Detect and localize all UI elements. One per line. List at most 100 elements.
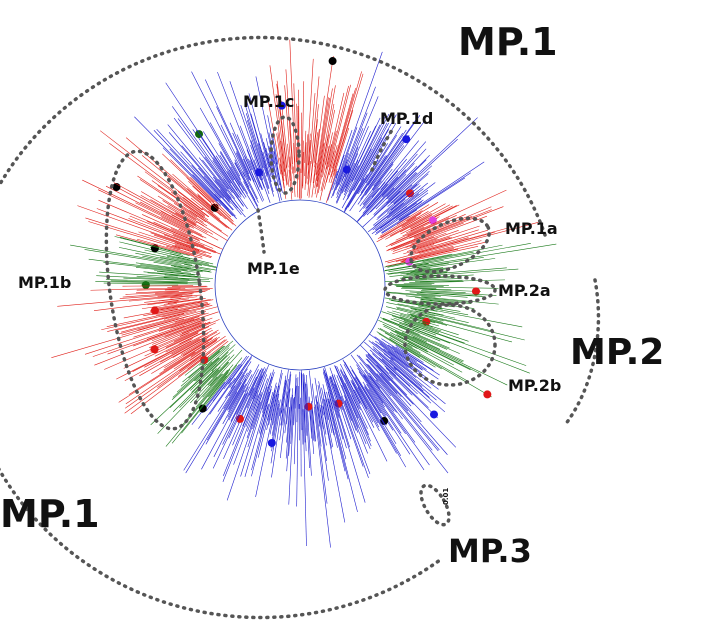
branch bbox=[365, 354, 414, 405]
branch bbox=[99, 271, 178, 278]
branch bbox=[383, 353, 446, 405]
branch bbox=[408, 342, 463, 373]
branch bbox=[197, 195, 222, 217]
branch bbox=[359, 361, 381, 389]
branch bbox=[414, 206, 492, 239]
branch bbox=[189, 335, 226, 361]
branch bbox=[137, 315, 188, 331]
branch bbox=[212, 354, 235, 378]
branch bbox=[414, 271, 448, 276]
branch bbox=[385, 215, 457, 248]
branch bbox=[147, 300, 179, 306]
branch bbox=[330, 71, 362, 178]
branch bbox=[296, 146, 299, 198]
branch bbox=[386, 165, 418, 197]
branch bbox=[304, 382, 310, 468]
branch bbox=[164, 322, 202, 338]
branch bbox=[347, 122, 388, 197]
branch bbox=[202, 373, 224, 398]
branch bbox=[387, 292, 436, 298]
branch bbox=[340, 376, 372, 447]
branch bbox=[341, 122, 389, 209]
branch bbox=[286, 406, 290, 443]
branch bbox=[359, 187, 379, 212]
branch bbox=[293, 83, 297, 163]
branch bbox=[340, 126, 369, 192]
branch bbox=[409, 274, 474, 279]
branch bbox=[124, 336, 207, 382]
branch bbox=[293, 385, 298, 465]
branch bbox=[144, 298, 181, 303]
branch bbox=[314, 129, 320, 168]
branch bbox=[385, 291, 441, 297]
branch bbox=[334, 365, 371, 450]
branch bbox=[343, 165, 359, 196]
branch bbox=[94, 322, 204, 366]
branch bbox=[368, 340, 394, 361]
tree-backbone bbox=[214, 199, 386, 371]
branch bbox=[153, 130, 230, 210]
branch bbox=[228, 378, 247, 410]
tip-marker bbox=[150, 345, 159, 354]
branch bbox=[163, 341, 209, 371]
branch bbox=[416, 236, 451, 248]
branch bbox=[390, 228, 431, 246]
branch bbox=[158, 312, 209, 329]
branch bbox=[226, 401, 261, 501]
branch bbox=[344, 117, 381, 192]
branch bbox=[351, 394, 368, 429]
branch bbox=[387, 246, 454, 264]
branch bbox=[362, 141, 427, 214]
branch bbox=[300, 372, 303, 431]
branch bbox=[144, 333, 209, 368]
branch bbox=[356, 364, 406, 435]
branch bbox=[373, 190, 401, 216]
branch bbox=[384, 332, 421, 354]
branch bbox=[166, 245, 203, 257]
branch bbox=[373, 145, 405, 187]
branch bbox=[142, 255, 193, 266]
branch bbox=[330, 110, 354, 184]
tip-marker bbox=[236, 414, 245, 423]
branch bbox=[320, 404, 327, 435]
branch bbox=[136, 288, 186, 291]
branch bbox=[404, 347, 442, 370]
branch bbox=[367, 353, 394, 380]
branch bbox=[276, 133, 285, 181]
branch bbox=[160, 329, 219, 363]
branch bbox=[323, 392, 335, 436]
branch bbox=[336, 163, 356, 204]
branch bbox=[400, 205, 457, 235]
branch bbox=[381, 338, 417, 363]
branch bbox=[401, 211, 429, 227]
branch bbox=[388, 372, 413, 396]
branch bbox=[257, 143, 275, 197]
branch bbox=[340, 363, 361, 404]
branch bbox=[413, 243, 531, 265]
branch bbox=[139, 179, 198, 218]
branch bbox=[324, 399, 333, 434]
branch bbox=[85, 217, 198, 254]
branch bbox=[151, 299, 211, 310]
branch bbox=[248, 158, 261, 188]
tree-branches bbox=[51, 39, 557, 548]
branch bbox=[163, 276, 210, 281]
labels: MP.1 MP.1c MP.1d MP.1a MP.1e MP.1b MP.2a MP.2 MP… bbox=[0, 20, 664, 570]
branch bbox=[386, 159, 427, 200]
branch bbox=[57, 295, 183, 307]
branch bbox=[276, 80, 290, 187]
branch bbox=[364, 369, 397, 413]
branch bbox=[381, 311, 442, 332]
branch bbox=[347, 143, 388, 208]
branch bbox=[187, 188, 212, 210]
branch bbox=[353, 114, 397, 190]
branch bbox=[165, 332, 199, 348]
branch bbox=[150, 232, 211, 255]
branch bbox=[181, 321, 211, 334]
branch bbox=[160, 216, 204, 238]
branch bbox=[372, 182, 436, 231]
clade-label: MP.2b bbox=[508, 376, 561, 395]
branch bbox=[222, 385, 245, 425]
branch bbox=[247, 392, 262, 432]
branch bbox=[172, 106, 244, 207]
